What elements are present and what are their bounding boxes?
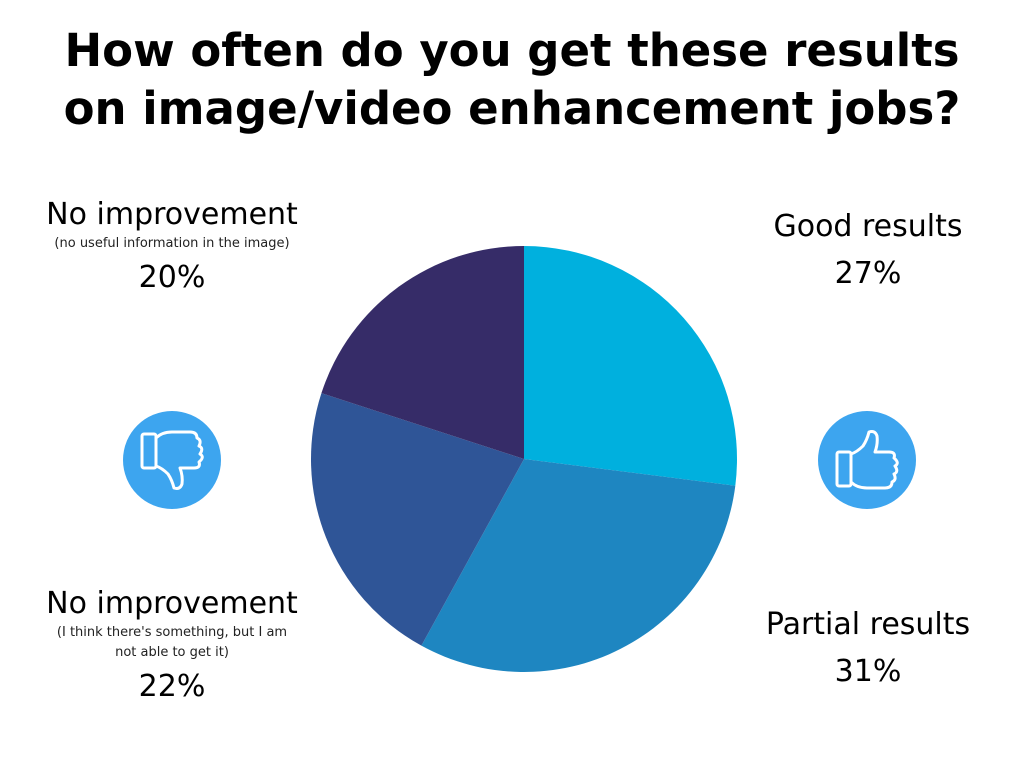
- chart-title-line-2: on image/video enhancement jobs?: [63, 82, 961, 135]
- label-name: Good results: [773, 209, 963, 244]
- label-percentage: 20%: [138, 260, 206, 295]
- label-partial-results: Partial results 31%: [718, 606, 1018, 692]
- thumbs-down-icon: [122, 410, 222, 510]
- pie-slice-2: [421, 459, 736, 673]
- label-percentage: 27%: [834, 256, 902, 291]
- pie-slice-4: [321, 246, 524, 459]
- pie-slice-1: [524, 246, 737, 486]
- label-name: Partial results: [765, 607, 971, 642]
- thumbs-up-circle: [818, 411, 916, 509]
- chart-title: How often do you get these results on im…: [0, 22, 1024, 138]
- label-name: No improvement: [46, 586, 298, 621]
- label-name: No improvement: [46, 197, 298, 232]
- label-good-results: Good results 27%: [718, 208, 1018, 294]
- pie-slice-3: [311, 393, 524, 646]
- label-subtext-line: (no useful information in the image): [54, 236, 290, 251]
- chart-title-line-1: How often do you get these results: [64, 24, 960, 77]
- thumbs-up-icon: [817, 410, 917, 510]
- label-percentage: 22%: [138, 669, 206, 704]
- label-subtext-line: not able to get it): [115, 645, 229, 660]
- label-subtext-line: (I think there's something, but I am: [56, 625, 288, 640]
- thumbs-down-circle: [123, 411, 221, 509]
- label-no-improvement-no-info: No improvement (no useful information in…: [22, 196, 322, 298]
- label-no-improvement-something: No improvement (I think there's somethin…: [22, 585, 322, 707]
- label-percentage: 31%: [834, 654, 902, 689]
